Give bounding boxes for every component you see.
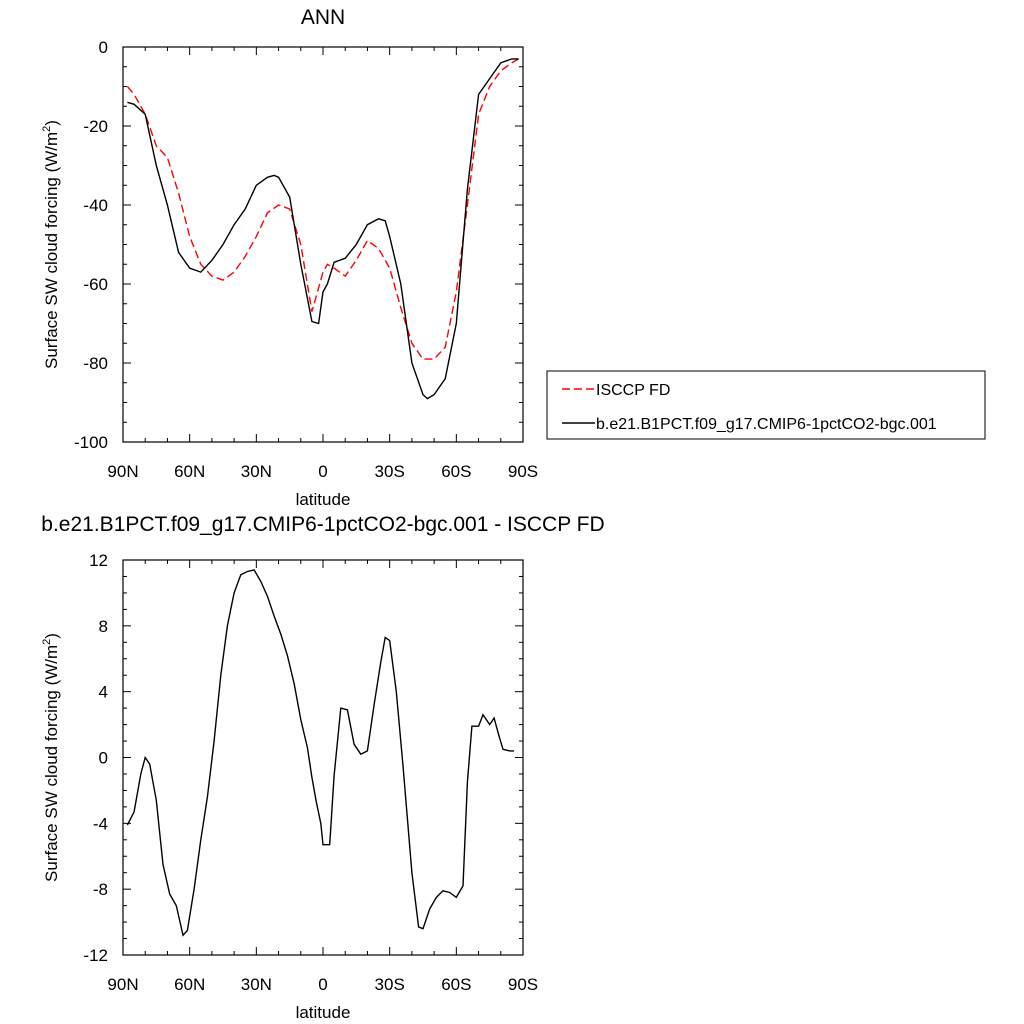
x-tick-label: 30N [241,462,272,481]
x-tick-label: 60S [441,462,471,481]
y-tick-label: -80 [83,354,108,373]
y-tick-label: -100 [74,433,108,452]
y-tick-label: -8 [93,880,108,899]
y-axis-label: Surface SW cloud forcing (W/m2) [41,120,61,369]
x-axis-label: latitude [296,490,351,509]
x-tick-label: 60S [441,975,471,994]
x-tick-label: 0 [318,975,327,994]
x-tick-label: 60N [174,462,205,481]
legend-box [546,370,986,440]
plot-frame [122,559,524,956]
x-tick-label: 30N [241,975,272,994]
y-tick-label: 4 [99,683,108,702]
y-axis-label: Surface SW cloud forcing (W/m2) [41,633,61,882]
bottom-panel-difference: b.e21.B1PCT.f09_g17.CMIP6-1pctCO2-bgc.00… [41,513,605,1022]
x-tick-label: 90S [508,975,538,994]
y-tick-label: 0 [99,38,108,57]
x-tick-label: 60N [174,975,205,994]
series-line-0 [126,569,515,937]
y-tick-label: -60 [83,275,108,294]
series-line-1 [127,58,519,400]
legend-label-0: ISCCP FD [596,382,670,399]
legend: ISCCP FD b.e21.B1PCT.f09_g17.CMIP6-1pctCO… [546,370,986,440]
x-tick-label: 30S [375,975,405,994]
x-axis-label: latitude [296,1003,351,1022]
y-axis-label-close: ) [42,120,61,126]
y-tick-label: 12 [89,551,108,570]
y-axis-label-text: Surface SW cloud forcing (W/m [42,132,61,369]
y-tick-label: -4 [93,814,108,833]
y-tick-label: -40 [83,196,108,215]
y-axis-label-superscript: 2 [41,639,53,645]
y-axis-label-superscript: 2 [41,126,53,132]
x-tick-label: 90S [508,462,538,481]
y-tick-label: -12 [83,946,108,965]
y-axis-label-text: Surface SW cloud forcing (W/m [42,645,61,882]
top-panel-ann: ANN 90N 60N 30N 0 30S 60S 90S 0 -20 -40 -60 -80 -100 l… [41,6,986,509]
chart-title: ANN [301,6,345,29]
x-tick-label: 90N [107,975,138,994]
x-tick-label: 90N [107,462,138,481]
y-tick-label: 0 [99,749,108,768]
series-line-0 [126,58,519,360]
y-tick-label: -20 [83,117,108,136]
chart-title: b.e21.B1PCT.f09_g17.CMIP6-1pctCO2-bgc.00… [41,513,604,536]
y-tick-label: 8 [99,617,108,636]
x-tick-label: 0 [318,462,327,481]
legend-label-1: b.e21.B1PCT.f09_g17.CMIP6-1pctCO2-bgc.00… [596,416,937,433]
y-axis-label-close: ) [42,633,61,639]
x-tick-label: 30S [375,462,405,481]
